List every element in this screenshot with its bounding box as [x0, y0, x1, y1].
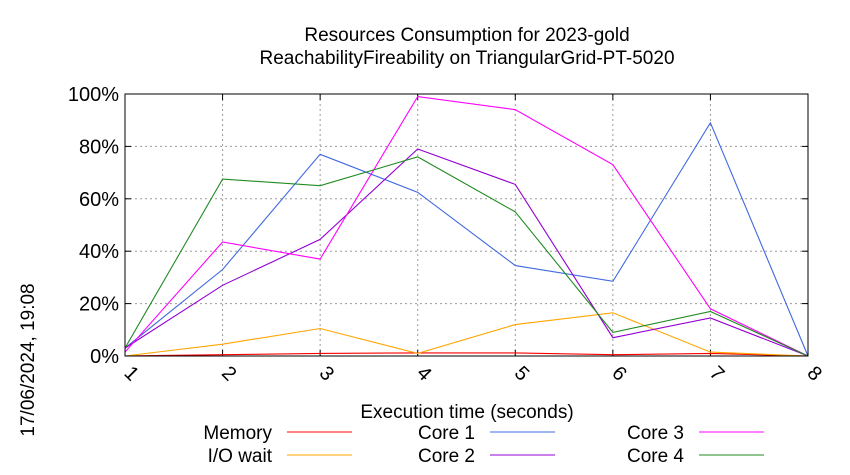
legend-item-i-o-wait: I/O wait	[208, 446, 352, 467]
chart-title-line-2: ReachabilityFireability on TriangularGri…	[259, 48, 674, 69]
chart-title-line-1: Resources Consumption for 2023-gold	[304, 25, 629, 46]
y-tick-label: 40%	[79, 241, 119, 263]
series-line-memory	[124, 352, 809, 357]
legend-label: Core 3	[627, 423, 684, 444]
x-tick-label: 6	[607, 362, 630, 385]
legend-item-memory: Memory	[203, 423, 352, 444]
y-tick-label: 60%	[79, 189, 119, 211]
legend-label: Memory	[203, 423, 272, 444]
x-tick-label: 4	[412, 362, 435, 385]
x-tick-label: 2	[217, 362, 240, 385]
x-tick-label: 7	[705, 362, 728, 385]
legend-label: Core 1	[418, 423, 475, 444]
x-tick-label: 8	[803, 362, 826, 385]
y-tick-label: 0%	[90, 346, 119, 368]
grid-lines	[125, 94, 808, 356]
legend-item-core-3: Core 3	[627, 423, 764, 444]
series-line-i-o-wait	[124, 312, 809, 357]
plot-frame	[124, 93, 809, 357]
x-axis-label: Execution time (seconds)	[360, 402, 573, 423]
series-lines	[124, 96, 809, 357]
x-tick-label: 5	[510, 362, 533, 385]
y-tick-label: 20%	[79, 294, 119, 316]
x-tick-label: 1	[120, 362, 143, 385]
chart-title: Resources Consumption for 2023-gold Reac…	[259, 25, 674, 69]
series-line-core-4	[124, 156, 809, 357]
series-line-core-2	[124, 148, 809, 357]
x-tick-label: 3	[315, 362, 338, 385]
series-line-core-1	[124, 121, 809, 357]
side-timestamp-label: 17/06/2024, 19:08	[18, 283, 39, 436]
legend-label: I/O wait	[208, 446, 273, 467]
series-line-core-3	[124, 96, 809, 357]
y-tick-label: 80%	[79, 136, 119, 158]
legend-item-core-4: Core 4	[627, 446, 764, 467]
y-tick-label: 100%	[68, 84, 119, 106]
legend-item-core-2: Core 2	[418, 446, 555, 467]
axis-ticks: 0% 20% 40% 60% 80% 100% 1 2 3 4 5 6 7 8	[68, 84, 826, 385]
legend-label: Core 2	[418, 446, 475, 467]
legend-item-core-1: Core 1	[418, 423, 555, 444]
legend-label: Core 4	[627, 446, 684, 467]
